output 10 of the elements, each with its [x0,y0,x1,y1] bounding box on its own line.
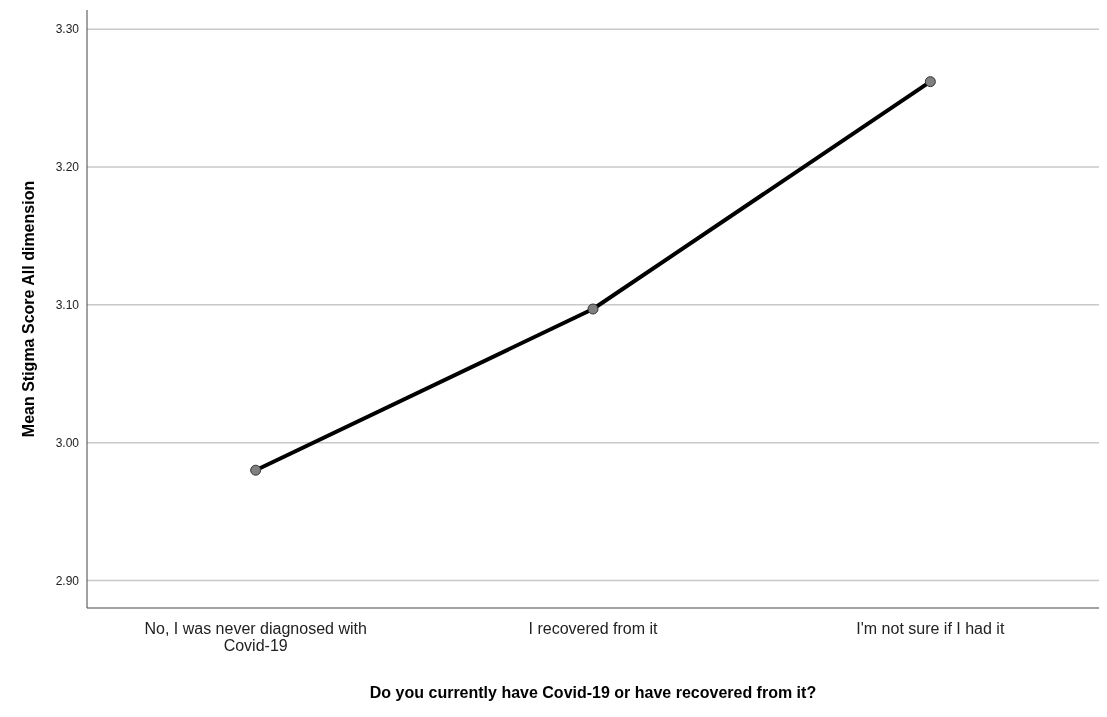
x-tick-label: I'm not sure if I had it [856,620,1005,637]
y-axis-title: Mean Stigma Score All dimension [20,180,37,438]
x-tick-label: I recovered from it [528,620,659,637]
y-tick-label: 2.90 [55,573,80,588]
y-tick-label: 3.20 [55,160,80,175]
x-axis-title: Do you currently have Covid-19 or have recovered from it? [369,684,817,701]
y-tick-label: 3.30 [55,22,80,37]
x-tick-label: No, I was never diagnosed with Covid-19 [144,620,367,654]
y-tick-label: 3.10 [55,298,80,313]
y-tick-label: 3.00 [55,435,80,450]
